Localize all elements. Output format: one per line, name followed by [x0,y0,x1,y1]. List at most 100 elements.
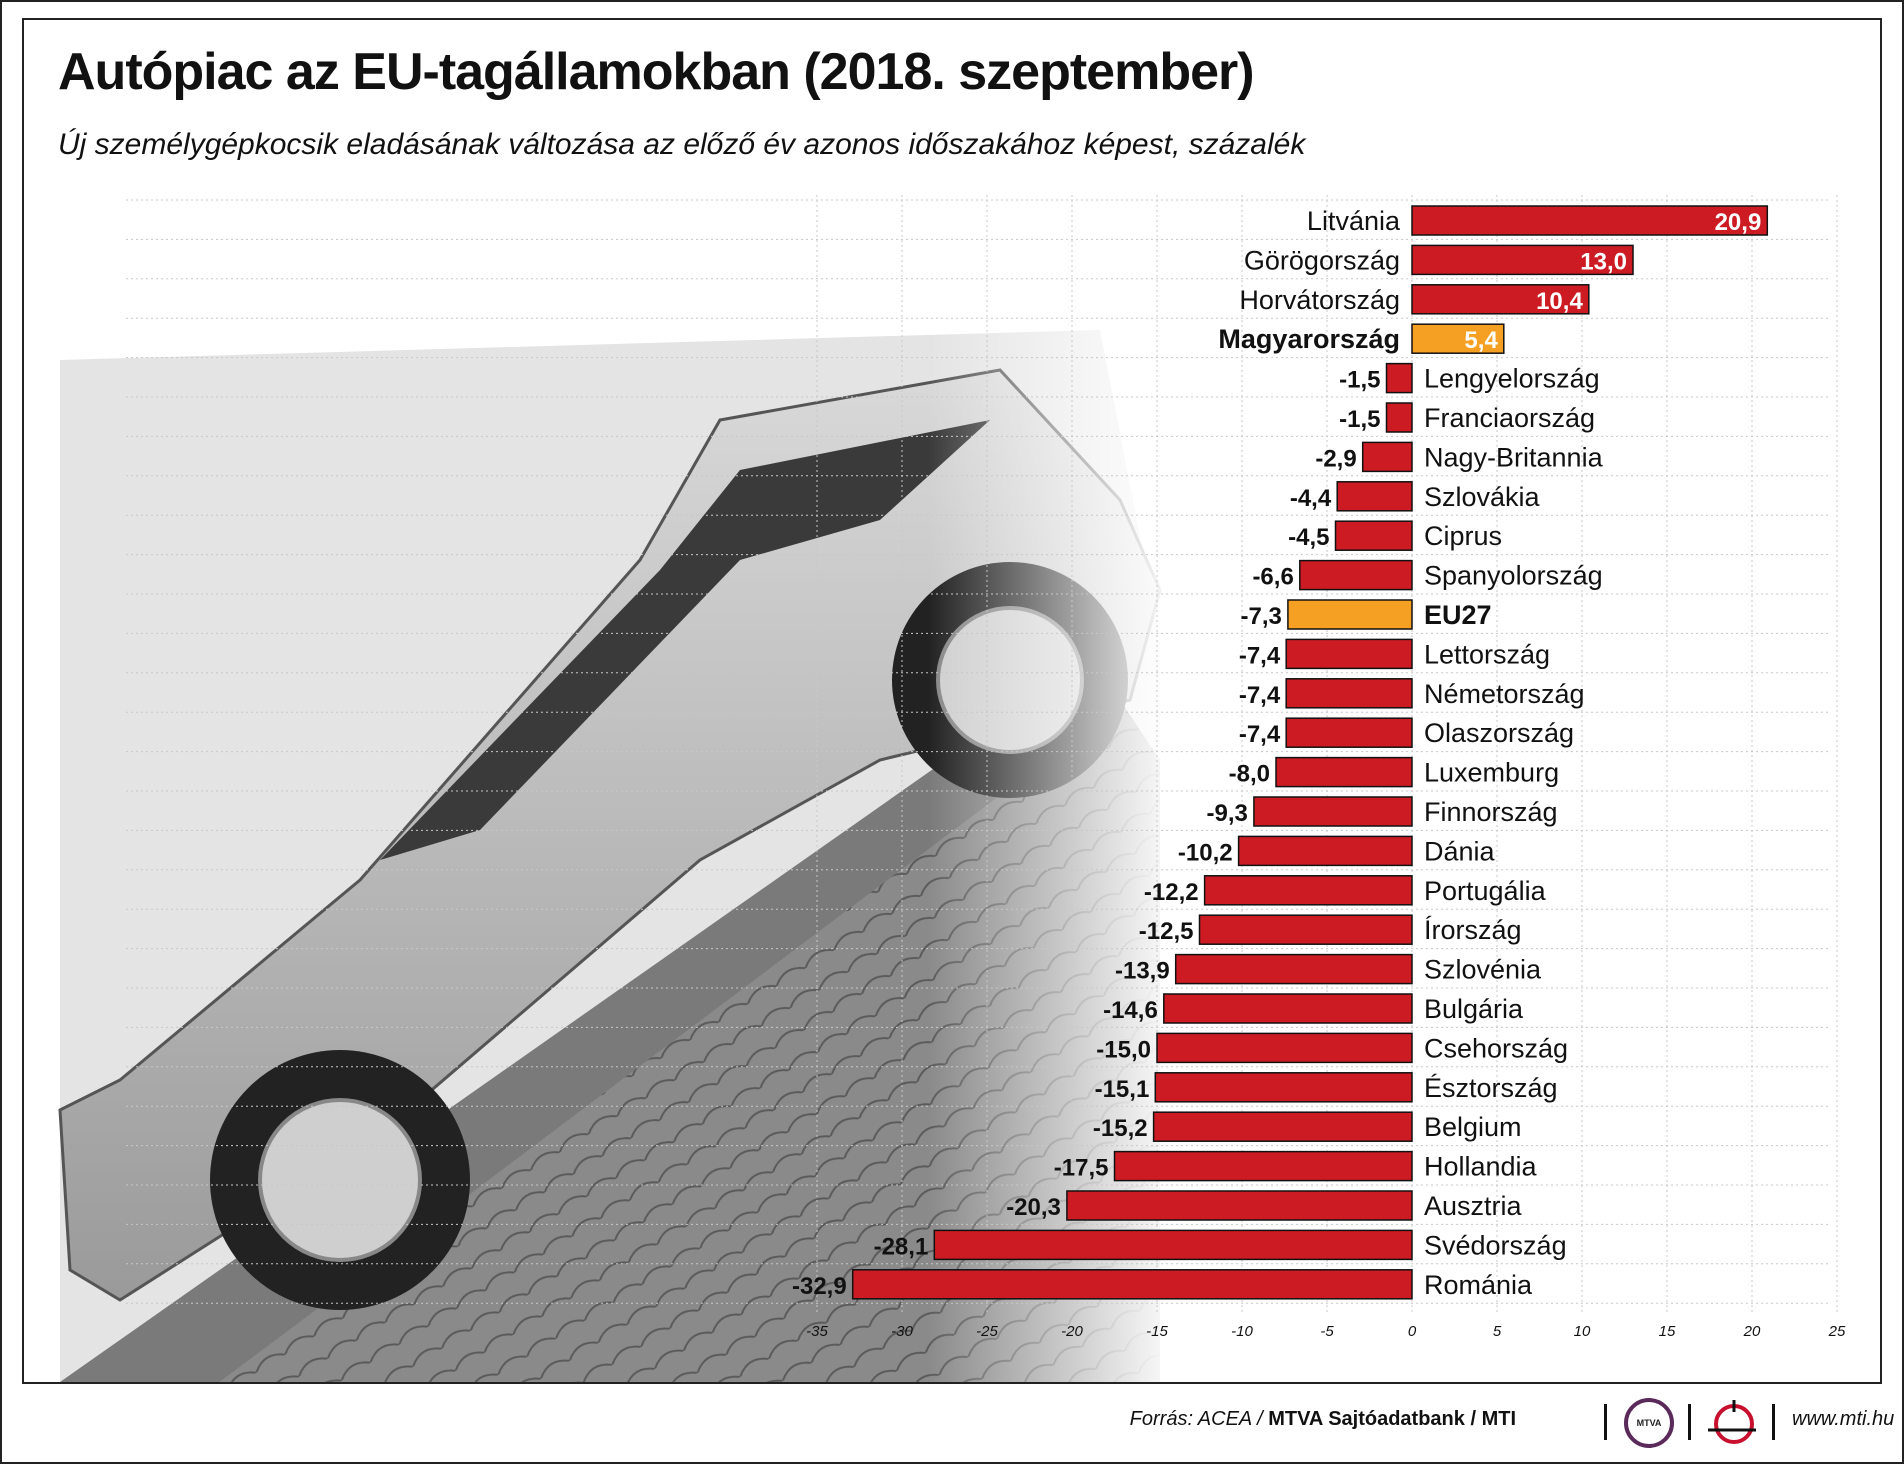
source-prefix: Forrás: ACEA / [1129,1408,1269,1430]
category-label: Belgium [1424,1112,1522,1142]
grid-lines [126,195,1838,1312]
value-label: 20,9 [1715,209,1762,236]
value-label: 13,0 [1580,248,1627,275]
category-label: Luxemburg [1424,758,1559,788]
bar-19 [1174,953,1413,985]
chart-subtitle: Új személygépkocsik eladásának változása… [58,128,1306,161]
footer-separator [1604,1404,1607,1440]
site-url: www.mti.hu [1792,1408,1895,1430]
value-label: -7,3 [1241,603,1282,630]
category-label: Ausztria [1424,1191,1523,1221]
value-label: -15,2 [1093,1115,1148,1142]
bar-17 [1203,875,1413,906]
bar-26 [933,1229,1413,1261]
category-label: EU27 [1424,600,1492,630]
category-label: Nagy-Britannia [1424,442,1604,472]
footer-separator [1772,1404,1775,1440]
value-label: 10,4 [1536,288,1583,315]
source-bold: MTVA Sajtóadatbank / MTI [1268,1408,1516,1430]
bar-24 [1113,1150,1413,1182]
bar-12 [1285,678,1413,709]
category-label: Görögország [1244,245,1400,275]
bar-20 [1163,993,1413,1024]
bar-18 [1198,914,1413,945]
bar-5 [1385,402,1413,433]
x-tick-label: -35 [806,1323,828,1340]
x-tick-label: -15 [1146,1323,1168,1340]
bar-14 [1275,756,1413,788]
value-label: -15,1 [1095,1076,1150,1103]
x-tick-label: 15 [1659,1323,1676,1340]
x-tick-label: -20 [1061,1323,1083,1340]
bar-7 [1336,481,1413,512]
bar-16 [1237,835,1413,867]
bar-13 [1285,717,1413,748]
category-label: Olaszország [1424,718,1574,748]
value-label: -1,5 [1339,367,1380,394]
value-label: -4,4 [1290,485,1332,512]
bar-27 [851,1269,1413,1300]
value-label: -2,9 [1315,445,1356,472]
bar-1 [1411,244,1634,276]
value-label: -6,6 [1252,564,1293,591]
bar-4 [1385,362,1413,394]
x-tick-label: 10 [1574,1323,1591,1340]
value-label: -7,4 [1239,642,1281,669]
value-label: -12,2 [1144,879,1199,906]
value-label: -13,9 [1115,958,1170,985]
category-label: Hollandia [1424,1152,1538,1182]
category-label: Finnország [1424,797,1558,827]
bar-23 [1152,1111,1413,1142]
category-label: Litvánia [1307,206,1401,236]
category-label: Magyarország [1218,324,1400,354]
x-tick-label: 0 [1408,1323,1417,1340]
value-label: -1,5 [1339,406,1380,433]
value-label: -7,4 [1239,682,1281,709]
value-label: -7,4 [1239,721,1281,748]
category-label: Spanyolország [1424,561,1603,591]
category-label: Portugália [1424,876,1547,906]
category-label: Lettország [1424,639,1550,669]
footer: Forrás: ACEA / MTVA Sajtóadatbank / MTI … [0,1384,1904,1464]
value-label: -17,5 [1054,1155,1109,1182]
source-credit: Forrás: ACEA / MTVA Sajtóadatbank / MTI [1130,1408,1516,1431]
bar-3 [1411,323,1505,354]
x-tick-label: -10 [1231,1323,1253,1340]
x-tick-label: -30 [891,1323,913,1340]
category-label: Bulgária [1424,994,1524,1024]
value-label: -28,1 [874,1233,929,1260]
x-tick-label: 5 [1493,1323,1502,1340]
category-label: Svédország [1424,1230,1567,1260]
bar-8 [1334,520,1413,551]
x-tick-label: -5 [1320,1323,1334,1340]
category-label: Horvátország [1239,285,1400,315]
bar-labels: 20,9 Litvánia 13,0 Görögország 10,4 Horvátors… [792,206,1761,1300]
value-label: -15,0 [1096,1036,1151,1063]
value-label: -8,0 [1229,761,1270,788]
bar-6 [1361,441,1413,473]
value-label: -4,5 [1288,524,1329,551]
footer-separator [1688,1404,1691,1440]
bar-25 [1066,1190,1413,1221]
x-tick-label: -25 [976,1323,998,1340]
bars [851,205,1769,1300]
value-label: -14,6 [1103,997,1158,1024]
chart-title: Autópiac az EU-tagállamokban (2018. szep… [58,43,1255,101]
bar-22 [1154,1072,1413,1103]
bar-9 [1299,559,1413,591]
x-tick-label: 20 [1743,1323,1761,1340]
value-label: -12,5 [1139,918,1194,945]
category-label: Írország [1424,915,1522,945]
bar-2 [1411,284,1590,315]
category-label: Lengyelország [1424,364,1600,394]
category-label: Dánia [1424,836,1496,866]
category-label: Románia [1424,1270,1533,1300]
value-label: 5,4 [1464,327,1498,354]
value-label: -32,9 [792,1273,847,1300]
value-label: -9,3 [1207,800,1248,827]
bar-0 [1411,205,1769,236]
x-tick-label: 25 [1828,1323,1846,1340]
value-label: -10,2 [1178,839,1233,866]
